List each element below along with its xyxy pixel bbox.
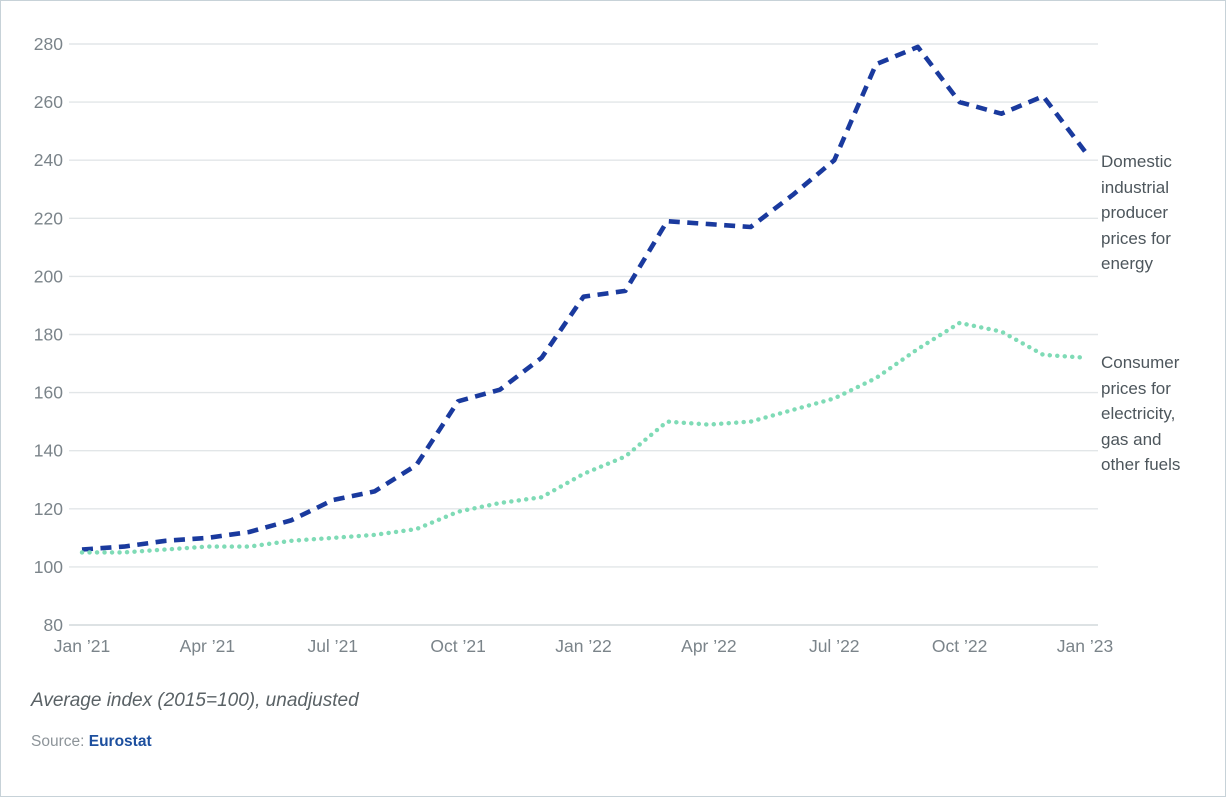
source-eurostat-link[interactable]: Eurostat <box>88 733 152 750</box>
y-tick-label-160: 160 <box>34 383 63 403</box>
source-line: Source: Eurostat <box>31 733 152 751</box>
y-tick-label-180: 180 <box>34 325 63 345</box>
producer-prices-line <box>81 44 1087 552</box>
consumer-prices-line <box>79 320 1088 555</box>
y-tick-label-100: 100 <box>34 557 63 577</box>
line-chart-plot: 80 100 120 140 160 180 200 220 240 260 280 Jan ’21 A… <box>34 34 1113 656</box>
y-tick-label-240: 240 <box>34 150 63 170</box>
x-tick-label-4: Jan ’22 <box>555 636 611 656</box>
y-tick-label-80: 80 <box>44 615 64 635</box>
x-tick-label-1: Apr ’21 <box>180 636 235 656</box>
chart-caption: Average index (2015=100), unadjusted <box>31 690 359 711</box>
y-tick-label-120: 120 <box>34 499 63 519</box>
source-prefix-label: Source: <box>31 733 89 750</box>
x-tick-label-2: Jul ’21 <box>307 636 358 656</box>
y-tick-label-280: 280 <box>34 34 63 54</box>
x-tick-label-7: Oct ’22 <box>932 636 987 656</box>
x-tick-label-0: Jan ’21 <box>54 636 110 656</box>
x-tick-label-3: Oct ’21 <box>430 636 485 656</box>
producer-prices-series-label: Domestic industrial producer prices for … <box>1101 152 1172 273</box>
x-tick-label-8: Jan ’23 <box>1057 636 1113 656</box>
y-tick-label-260: 260 <box>34 92 63 112</box>
consumer-prices-series-label: Consumer prices for electricity, gas and… <box>1101 353 1181 474</box>
y-tick-label-200: 200 <box>34 266 63 286</box>
y-tick-label-220: 220 <box>34 208 63 228</box>
y-tick-label-140: 140 <box>34 441 63 461</box>
x-tick-label-5: Apr ’22 <box>681 636 736 656</box>
x-tick-label-6: Jul ’22 <box>809 636 860 656</box>
